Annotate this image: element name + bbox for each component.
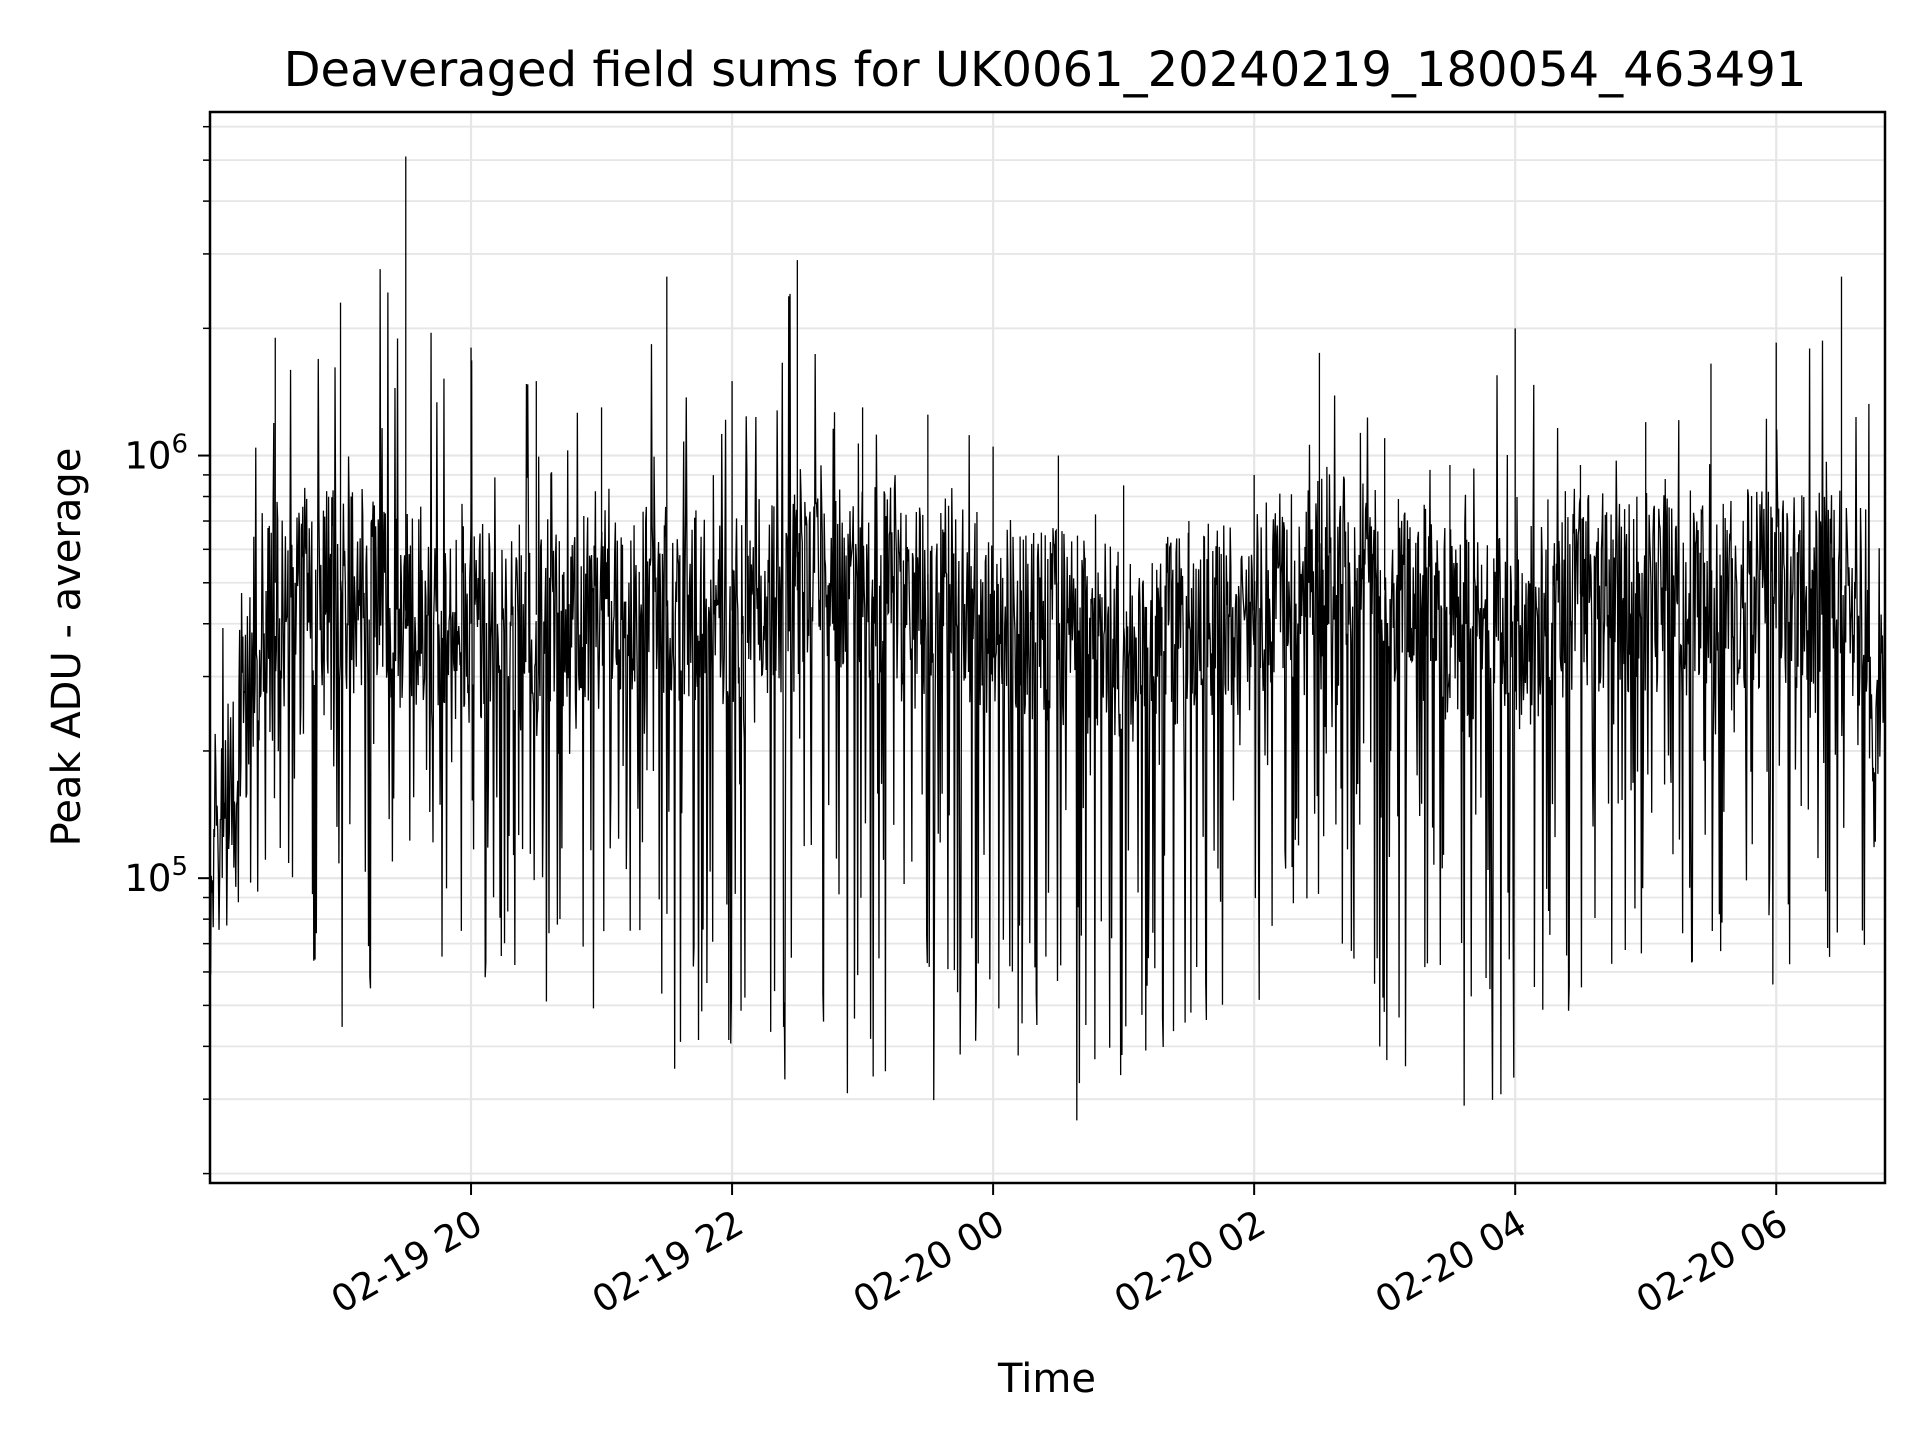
series-line [209,269,1886,1121]
chart-title: Deaveraged field sums for UK0061_2024021… [284,42,1807,98]
x-tick-label: 02-20 06 [1629,1202,1795,1322]
x-tick-label: 02-19 22 [585,1202,751,1322]
x-tick-label: 02-20 00 [846,1202,1012,1322]
x-tick-label: 02-20 04 [1368,1202,1534,1322]
x-tick-label: 02-20 02 [1107,1202,1273,1322]
y-tick-label: 105 [124,852,188,900]
y-axis-label: Peak ADU - average [44,448,90,847]
plot-area [209,156,1886,1121]
x-axis-label: Time [997,1356,1096,1402]
x-axis: 02-19 20 02-19 22 02-20 00 02-20 02 02-20 04… [324,1183,1795,1322]
x-tick-label: 02-19 20 [324,1202,490,1322]
y-axis: 105 106 [124,125,210,1175]
y-tick-label: 106 [124,430,188,478]
axes-frame [208,110,1887,1185]
